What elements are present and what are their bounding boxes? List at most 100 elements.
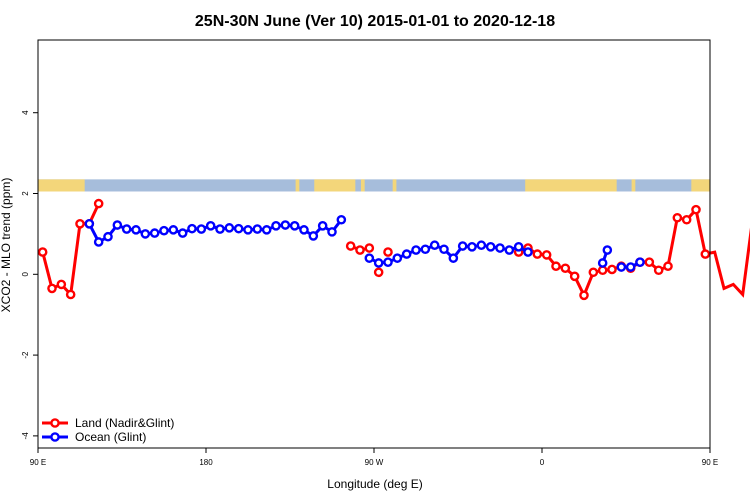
x-tick-label: 180: [199, 458, 213, 467]
data-point: [233, 223, 244, 234]
chart-title: 25N-30N June (Ver 10) 2015-01-01 to 2020…: [195, 13, 555, 30]
data-point: [308, 231, 319, 241]
data-point: [75, 219, 85, 229]
data-point: [579, 290, 589, 301]
data-point: [644, 257, 655, 267]
data-point: [383, 257, 393, 267]
x-axis: 90 E 180 90 W 0 90 E: [30, 448, 718, 467]
x-tick-label: 90 E: [30, 458, 46, 467]
data-point: [65, 289, 76, 300]
land-band: [360, 179, 365, 192]
data-point: [364, 253, 375, 263]
data-point: [672, 212, 683, 223]
data-point: [177, 228, 188, 238]
data-point: [681, 214, 692, 225]
data-point: [37, 247, 48, 257]
data-point: [383, 247, 393, 257]
data-point: [280, 220, 291, 230]
legend-label: Land (Nadir&Glint): [75, 416, 174, 430]
y-tick-label: 4: [21, 110, 30, 115]
data-point: [196, 224, 207, 234]
data-point: [299, 225, 309, 235]
data-point: [252, 224, 263, 234]
data-point: [569, 271, 580, 282]
data-point: [336, 214, 347, 225]
series-layer: [37, 198, 750, 301]
data-point: [607, 264, 617, 275]
data-point: [467, 242, 477, 252]
data-point: [420, 244, 431, 255]
data-point: [457, 241, 468, 251]
data-point: [551, 261, 561, 272]
land-ocean-strip: [38, 179, 710, 192]
series-land: [37, 198, 750, 301]
data-point: [345, 241, 356, 251]
data-point: [317, 221, 328, 231]
land-band: [631, 179, 636, 192]
data-point: [392, 253, 403, 263]
data-point: [625, 262, 636, 272]
data-point: [523, 247, 533, 257]
y-tick-label: -4: [21, 432, 30, 440]
series-line: [41, 202, 101, 298]
data-point: [187, 223, 197, 234]
y-tick-label: -2: [21, 351, 30, 359]
data-point: [243, 225, 253, 235]
data-point: [103, 231, 113, 242]
data-point: [205, 221, 216, 231]
legend-label: Ocean (Glint): [75, 430, 146, 444]
data-point: [224, 223, 235, 233]
x-tick-label: 90 E: [702, 458, 718, 467]
y-tick-label: 0: [21, 272, 30, 277]
data-point: [121, 224, 132, 234]
data-point: [691, 204, 701, 215]
data-point: [495, 243, 505, 253]
data-point: [84, 219, 95, 229]
data-point: [635, 257, 645, 267]
data-point: [93, 198, 104, 209]
data-point: [373, 267, 384, 278]
land-band: [314, 179, 356, 192]
x-axis-label: Longitude (deg E): [327, 477, 422, 491]
data-point: [47, 283, 57, 294]
data-point: [271, 221, 281, 231]
land-band: [691, 179, 710, 192]
data-point: [485, 242, 496, 252]
data-point: [112, 220, 123, 230]
land-band: [392, 179, 397, 192]
x-tick-label: 0: [540, 458, 545, 467]
data-point: [159, 225, 169, 236]
data-point: [653, 265, 664, 276]
data-point: [602, 245, 613, 255]
data-point: [513, 242, 524, 252]
data-point: [597, 258, 608, 268]
y-tick-label: 2: [21, 191, 30, 196]
data-point: [131, 225, 141, 235]
data-point: [355, 245, 365, 255]
data-point: [504, 245, 515, 255]
legend-marker: [50, 418, 60, 428]
data-point: [663, 261, 673, 272]
series-ocean: [84, 214, 645, 272]
data-point: [401, 249, 412, 259]
data-point: [532, 249, 543, 259]
data-point: [149, 228, 160, 238]
data-point: [140, 229, 151, 239]
data-point: [327, 227, 337, 237]
data-point: [411, 245, 421, 255]
series-line: [518, 206, 750, 299]
land-band: [525, 179, 617, 192]
plot-frame: [37, 39, 711, 449]
data-point: [448, 253, 459, 263]
legend: Land (Nadir&Glint)Ocean (Glint): [42, 416, 174, 444]
data-point: [364, 243, 375, 253]
data-point: [439, 244, 449, 255]
data-point: [476, 240, 487, 251]
data-point: [93, 237, 104, 247]
data-point: [616, 262, 627, 272]
data-point: [373, 258, 384, 268]
x-tick-label: 90 W: [365, 458, 384, 467]
data-point: [261, 225, 272, 235]
data-point: [560, 263, 571, 274]
